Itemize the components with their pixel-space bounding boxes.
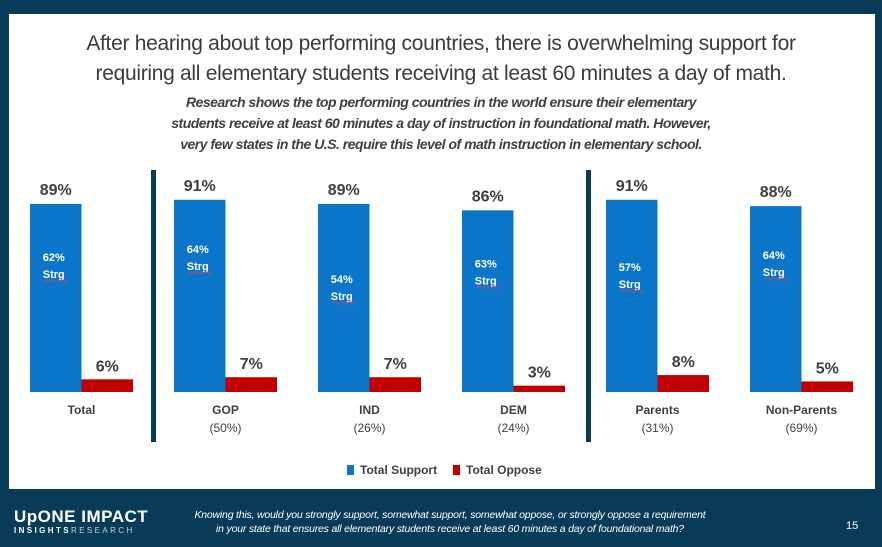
upone-logo: UpONE IMPACT INSIGHTSRESEARCH <box>14 508 148 536</box>
spellcheck-underline <box>475 285 501 289</box>
category-sublabel: (31%) <box>641 421 673 435</box>
page-number: 15 <box>846 520 859 532</box>
spellcheck-underline <box>187 271 213 275</box>
oppose-bar <box>657 375 709 392</box>
oppose-value-label: 5% <box>816 360 839 377</box>
legend-swatch-support <box>347 465 354 475</box>
support-bar <box>30 204 82 392</box>
strong-support-label: 62% <box>43 252 65 264</box>
strong-support-label: 63% <box>475 258 497 270</box>
survey-question: Knowing this, would you strongly support… <box>150 508 750 536</box>
oppose-bar <box>513 385 565 392</box>
strong-support-suffix: Strg <box>331 291 353 303</box>
spellcheck-underline <box>331 301 357 305</box>
subtitle-line-3: very few states in the U.S. require this… <box>180 136 702 152</box>
support-value-label: 91% <box>616 178 648 195</box>
slide-title: After hearing about top performing count… <box>0 29 882 89</box>
spellcheck-underline <box>763 277 789 281</box>
category-label: IND <box>359 403 380 417</box>
oppose-value-label: 7% <box>240 356 263 373</box>
oppose-value-label: 8% <box>672 354 695 371</box>
support-value-label: 91% <box>184 178 216 195</box>
strong-support-suffix: Strg <box>619 279 641 291</box>
support-bar <box>318 204 370 392</box>
subtitle-line-2: students receive at least 60 minutes a d… <box>171 115 711 131</box>
support-bar <box>174 199 226 392</box>
strong-support-suffix: Strg <box>187 261 209 273</box>
oppose-bar <box>369 377 421 392</box>
category-label: DEM <box>500 403 527 417</box>
oppose-bar <box>225 377 277 392</box>
oppose-value-label: 7% <box>384 356 407 373</box>
category-label: Non-Parents <box>766 403 838 417</box>
strong-support-suffix: Strg <box>475 275 497 287</box>
strong-support-suffix: Strg <box>763 267 785 279</box>
strong-support-label: 57% <box>619 262 641 274</box>
support-bar <box>606 199 658 392</box>
legend-label-oppose: Total Oppose <box>466 463 542 477</box>
support-bar <box>462 210 514 392</box>
question-line-1: Knowing this, would you strongly support… <box>194 509 706 521</box>
strong-support-label: 54% <box>331 274 353 286</box>
legend-swatch-oppose <box>453 465 460 475</box>
logo-insights: INSIGHTS <box>14 526 71 535</box>
support-bar <box>750 206 802 392</box>
support-value-label: 88% <box>760 184 792 201</box>
group-divider <box>586 170 591 442</box>
logo-impact: IMPACT <box>81 507 149 526</box>
spellcheck-underline <box>43 279 69 283</box>
category-label: Total <box>68 403 96 417</box>
logo-upone: UpONE <box>14 507 76 526</box>
oppose-bar <box>801 381 853 392</box>
title-line-1: After hearing about top performing count… <box>86 32 796 55</box>
support-value-label: 86% <box>472 188 504 205</box>
legend-label-support: Total Support <box>360 463 437 477</box>
oppose-value-label: 3% <box>528 365 551 382</box>
category-sublabel: (50%) <box>209 421 241 435</box>
category-sublabel: (24%) <box>497 421 529 435</box>
category-label: GOP <box>212 403 239 417</box>
support-value-label: 89% <box>328 182 360 199</box>
category-sublabel: (69%) <box>785 421 817 435</box>
group-divider <box>151 170 156 442</box>
spellcheck-underline <box>619 289 645 293</box>
oppose-value-label: 6% <box>96 358 119 375</box>
logo-research: RESEARCH <box>70 526 135 535</box>
question-line-2: in your state that ensures all elementar… <box>216 523 684 535</box>
oppose-bar <box>81 379 133 392</box>
support-value-label: 89% <box>40 182 72 199</box>
strong-support-suffix: Strg <box>43 269 65 281</box>
category-label: Parents <box>635 403 679 417</box>
subtitle-line-1: Research shows the top performing countr… <box>185 94 697 110</box>
strong-support-label: 64% <box>763 250 785 262</box>
title-line-2: requiring all elementary students receiv… <box>95 62 787 85</box>
slide-subtitle: Research shows the top performing countr… <box>0 92 882 155</box>
strong-support-label: 64% <box>187 244 209 256</box>
category-sublabel: (26%) <box>353 421 385 435</box>
